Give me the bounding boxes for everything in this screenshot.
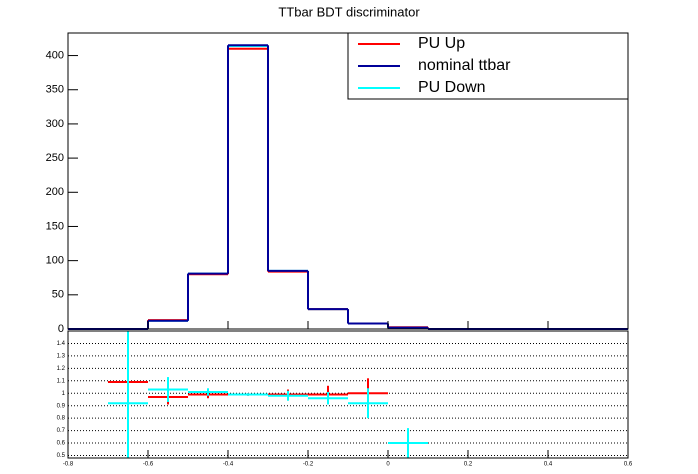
y-tick-label: 400 [46, 49, 64, 61]
y-tick-label: 0.8 [57, 416, 66, 422]
x-tick-label: 0.2 [464, 462, 473, 468]
y-tick-label: 0.9 [57, 403, 66, 409]
y-tick-label: 200 [46, 186, 64, 198]
x-tick-label: 0 [386, 462, 390, 468]
x-tick-label: 0.4 [544, 462, 553, 468]
y-tick-label: 1.2 [57, 366, 66, 372]
frame [67, 330, 629, 459]
y-tick-label: 1.4 [57, 341, 66, 347]
y-tick-label: 0.6 [57, 441, 66, 447]
y-tick-label: 1.3 [57, 353, 66, 359]
legend-label: PU Down [418, 79, 486, 96]
y-tick-label: 1.1 [57, 378, 66, 384]
y-tick-label: 50 [52, 289, 64, 301]
y-tick-label: 1 [62, 391, 66, 397]
chart-title: TTbar BDT discriminator [278, 4, 420, 19]
y-tick-label: 350 [46, 84, 64, 96]
legend-label: PU Up [418, 35, 465, 52]
x-tick-label: -0.8 [63, 462, 74, 468]
y-tick-label: 0.5 [57, 453, 66, 459]
x-tick-label: -0.6 [143, 462, 154, 468]
x-tick-label: -0.4 [223, 462, 234, 468]
y-tick-label: 0 [58, 323, 64, 335]
y-tick-label: 300 [46, 118, 64, 130]
y-tick-label: 250 [46, 152, 64, 164]
y-tick-label: 0.7 [57, 428, 66, 434]
x-tick-label: -0.2 [303, 462, 314, 468]
ratio-points [108, 331, 428, 458]
y-tick-label: 150 [46, 220, 64, 232]
legend-label: nominal ttbar [418, 57, 511, 74]
y-tick-label: 100 [46, 255, 64, 267]
x-tick-label: 0.6 [624, 462, 633, 468]
